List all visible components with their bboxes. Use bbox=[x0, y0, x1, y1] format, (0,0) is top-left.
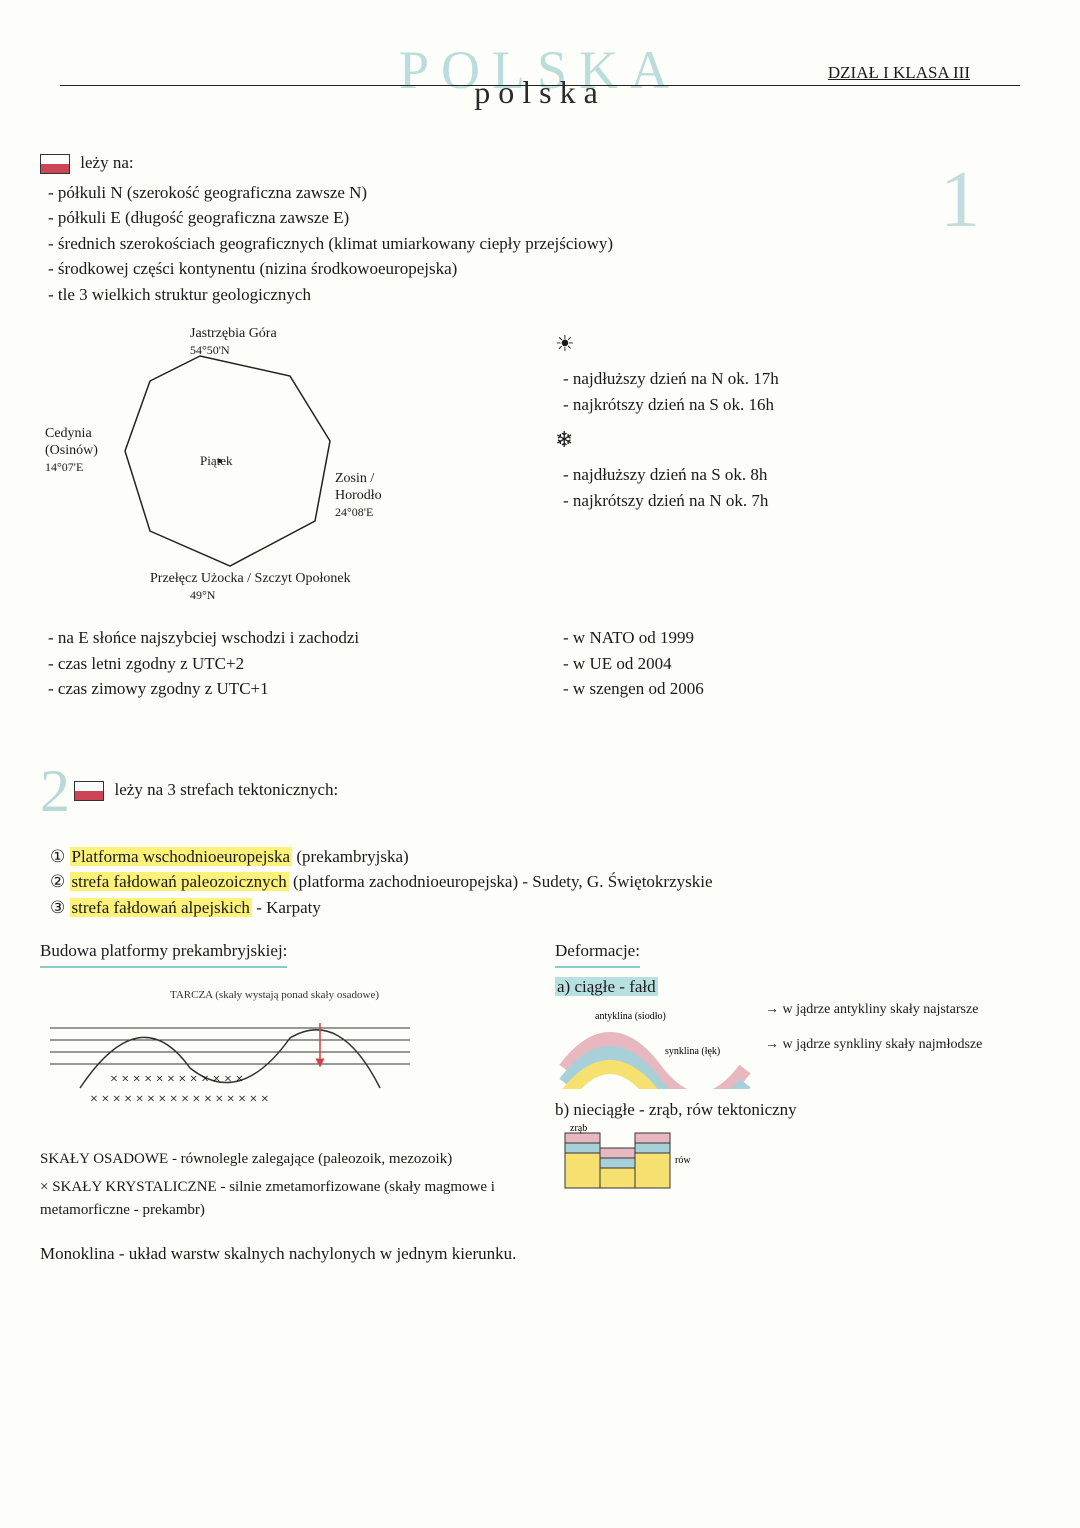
section-number-1: 1 bbox=[940, 140, 980, 260]
tectonic-item: ① Platforma wschodnioeuropejska (prekamb… bbox=[50, 844, 1040, 870]
header: POLSKA polska DZIAŁ I KLASA III bbox=[40, 30, 1040, 140]
footer-note: Monoklina - układ warstw skalnych nachyl… bbox=[40, 1241, 1040, 1267]
map-right: Zosin / Horodło 24°08'E bbox=[335, 471, 400, 521]
fold-diagram: antyklina (siodło) synklina (łęk) bbox=[555, 999, 755, 1089]
map-center: Piątek bbox=[200, 453, 233, 469]
svg-text:rów: rów bbox=[675, 1155, 691, 1166]
horst-graben-diagram: zrąb rów bbox=[555, 1123, 715, 1193]
deform-a: a) ciągłe - fałd bbox=[555, 974, 1040, 1000]
tectonic-item: ② strefa fałdowań paleozoicznych (platfo… bbox=[50, 869, 1040, 895]
snow-icon: ❄ bbox=[555, 423, 1040, 456]
map-svg bbox=[80, 321, 400, 601]
svg-text:TARCZA (skały wystają ponad sk: TARCZA (skały wystają ponad skały osadow… bbox=[170, 989, 379, 1001]
flag-icon bbox=[74, 781, 104, 801]
tectonic-item: ③ strefa fałdowań alpejskich - Karpaty bbox=[50, 895, 1040, 921]
sun-icon: ☀ bbox=[555, 327, 1040, 360]
snow-line: najdłuższy dzień na S ok. 8h bbox=[563, 462, 1040, 488]
fold-note: → w jądrze synkliny skały najmłodsze bbox=[765, 1034, 982, 1055]
map-left: Cedynia (Osinów) 14°07'E bbox=[45, 426, 115, 476]
note: w szengen od 2006 bbox=[563, 676, 1040, 702]
bullet: tle 3 wielkich struktur geologicznych bbox=[48, 282, 1040, 308]
map-top: Jastrzębia Góra 54°50'N bbox=[190, 326, 277, 360]
svg-text:zrąb: zrąb bbox=[570, 1123, 587, 1134]
bullet: średnich szerokościach geograficznych (k… bbox=[48, 231, 1040, 257]
section-1: 1 leży na: półkuli N (szerokość geografi… bbox=[40, 150, 1040, 706]
subright-title: Deformacje: bbox=[555, 938, 640, 968]
map-bottom: Przełęcz Użocka / Szczyt Opołonek 49°N bbox=[150, 571, 351, 605]
svg-text:antyklina (siodło): antyklina (siodło) bbox=[595, 1011, 666, 1022]
bullet: półkuli E (długość geograficzna zawsze E… bbox=[48, 205, 1040, 231]
bullet: środkowej części kontynentu (nizina środ… bbox=[48, 256, 1040, 282]
svg-text:× × × × × × × × × × × ×: × × × × × × × × × × × × bbox=[110, 1072, 243, 1087]
section-2: 2 leży na 3 strefach tektonicznych: ① Pl… bbox=[40, 746, 1040, 1222]
svg-text:× × × × × × × × × × × × × × ×: × × × × × × × × × × × × × × × × bbox=[90, 1092, 269, 1107]
flag-icon bbox=[40, 154, 70, 174]
svg-text:synklina (łęk): synklina (łęk) bbox=[665, 1046, 720, 1057]
note: w UE od 2004 bbox=[563, 651, 1040, 677]
osadowe-label: SKAŁY OSADOWE - równolegle zalegające (p… bbox=[40, 1148, 525, 1171]
sun-line: najdłuższy dzień na N ok. 17h bbox=[563, 366, 1040, 392]
section1-heading: leży na: bbox=[80, 153, 133, 172]
snow-line: najkrótszy dzień na N ok. 7h bbox=[563, 488, 1040, 514]
deform-b: b) nieciągłe - zrąb, rów tektoniczny bbox=[555, 1097, 1040, 1123]
subtitle: DZIAŁ I KLASA III bbox=[828, 60, 970, 86]
note: czas letni zgodny z UTC+2 bbox=[48, 651, 525, 677]
fold-note: → w jądrze antykliny skały najstarsze bbox=[765, 999, 982, 1020]
note: czas zimowy zgodny z UTC+1 bbox=[48, 676, 525, 702]
kryst-label: × SKAŁY KRYSTALICZNE - silnie zmetamorfi… bbox=[40, 1176, 525, 1221]
note: w NATO od 1999 bbox=[563, 625, 1040, 651]
poland-outline-map: Jastrzębia Góra 54°50'N Cedynia (Osinów)… bbox=[80, 321, 400, 601]
subleft-title: Budowa platformy prekambryjskiej: bbox=[40, 938, 287, 968]
section1-bullets: półkuli N (szerokość geograficzna zawsze… bbox=[40, 180, 1040, 308]
note: na E słońce najszybciej wschodzi i zacho… bbox=[48, 625, 525, 651]
section-number-2: 2 bbox=[40, 758, 70, 824]
precambrian-diagram: × × × × × × × × × × × × × × × × × × × × … bbox=[40, 968, 525, 1148]
sun-line: najkrótszy dzień na S ok. 16h bbox=[563, 392, 1040, 418]
section2-heading: leży na 3 strefach tektonicznych: bbox=[115, 779, 339, 798]
bullet: półkuli N (szerokość geograficzna zawsze… bbox=[48, 180, 1040, 206]
